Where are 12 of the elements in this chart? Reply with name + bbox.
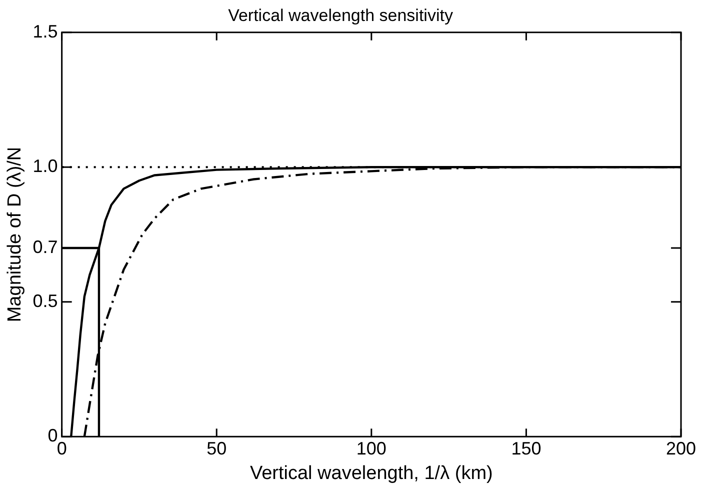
y-tick-label: 1.0 xyxy=(32,156,58,176)
x-tick-label: 150 xyxy=(511,438,542,458)
x-tick-label: 50 xyxy=(206,438,227,458)
chart-title: Vertical wavelength sensitivity xyxy=(228,6,454,25)
y-tick-label: 0 xyxy=(48,426,58,446)
y-tick-label: 0.7 xyxy=(32,236,58,257)
y-axis-title: Magnitude of D (λ)/N xyxy=(4,146,26,322)
x-axis-title: Vertical wavelength, 1/λ (km) xyxy=(250,462,493,484)
x-tick-label: 100 xyxy=(356,438,386,458)
x-tick-label: 200 xyxy=(666,438,696,458)
y-tick-label: 0.5 xyxy=(32,290,58,311)
y-tick-label: 1.5 xyxy=(32,21,58,42)
